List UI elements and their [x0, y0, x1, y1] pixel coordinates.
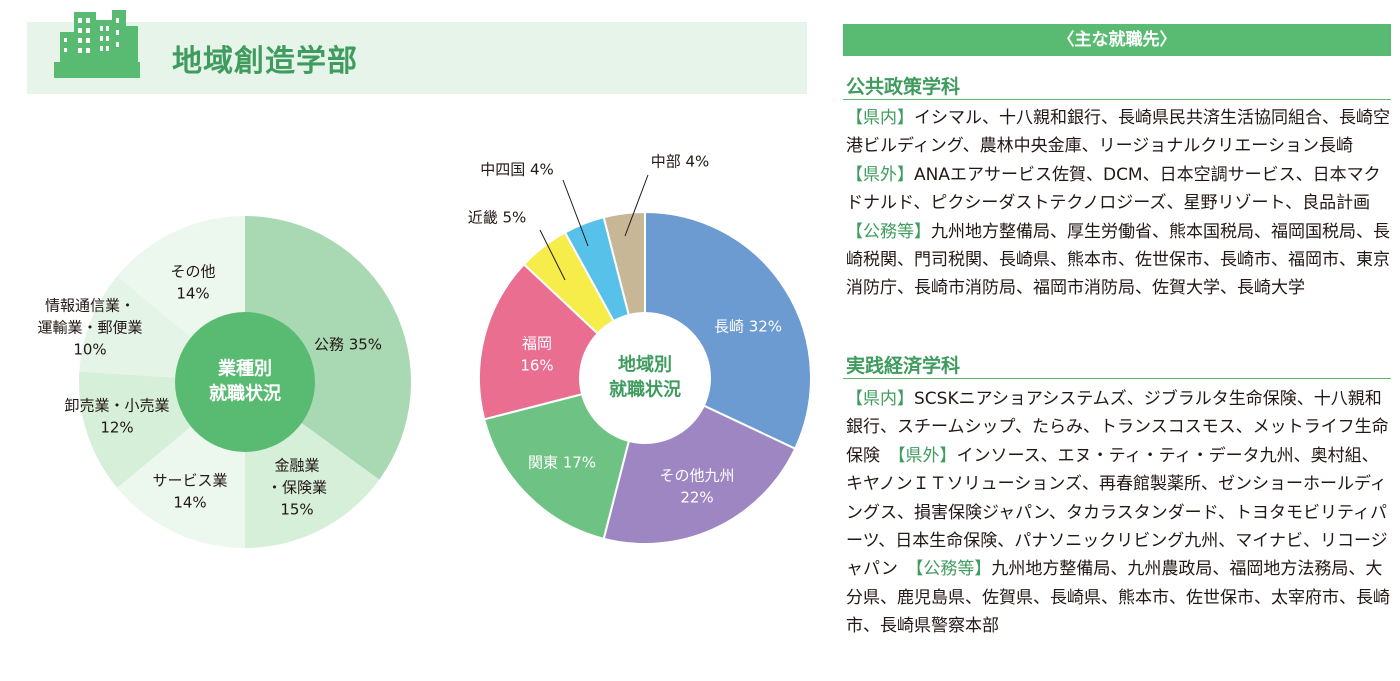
- department-title: 公共政策学科: [846, 76, 961, 98]
- region-tag: 【公務等】: [846, 221, 931, 242]
- employer-text: ANAエアサービス佐賀、DCM、日本空調サービス、日本マクドナルド、ピクシーダス…: [846, 164, 1381, 214]
- slice-label: 関東 17%: [528, 454, 596, 472]
- slice-label: 金融業: [274, 457, 319, 475]
- department-divider: [843, 378, 1391, 379]
- employer-list: 【県内】SCSKニアショアシステムズ、ジブラルタ生命保険、十八親和銀行、スチーム…: [846, 385, 1391, 641]
- slice-label: サービス業: [152, 472, 227, 490]
- slice-label: 情報通信業・: [45, 297, 135, 315]
- slice-label: 長崎 32%: [714, 318, 782, 336]
- slice-label: 中四国 4%: [480, 161, 554, 179]
- employers-heading: 〈主な就職先〉: [843, 24, 1391, 56]
- pie-center-label: 就職状況: [209, 383, 281, 405]
- employer-text: 九州地方整備局、厚生労働省、熊本国税局、福岡国税局、長崎税関、門司税関、長崎県、…: [846, 221, 1390, 299]
- region-tag: 【県内】: [846, 389, 914, 409]
- slice-label: その他九州: [659, 467, 734, 485]
- slice-label: 中部 4%: [651, 153, 710, 171]
- slice-label: 22%: [680, 489, 713, 507]
- pie-center-label: 業種別: [217, 358, 272, 380]
- department-divider: [843, 99, 1391, 100]
- buildings-icon: [54, 10, 140, 78]
- region-tag: 【公務等】: [914, 559, 992, 580]
- slice-label: 12%: [100, 419, 133, 437]
- slice-label: ・保険業: [267, 479, 327, 497]
- callout-line: [539, 229, 566, 281]
- slice-label: 運輸業・郵便業: [37, 319, 142, 337]
- title-bar: [27, 22, 807, 94]
- pie-center: [175, 312, 315, 452]
- page-title: 地域創造学部: [172, 44, 358, 79]
- slice-label: 14%: [176, 285, 209, 303]
- slice-label: 16%: [520, 357, 553, 375]
- region-tag: 【県外】: [846, 164, 914, 185]
- callout-line: [562, 179, 589, 247]
- slice-label: 10%: [73, 341, 106, 359]
- employer-text: SCSKニアショアシステムズ、ジブラルタ生命保険、十八親和銀行、スチームシップ、…: [846, 389, 1389, 466]
- slice-label: 卸売業・小売業: [64, 397, 169, 415]
- employer-list: 【県内】イシマル、十八親和銀行、長崎県民共済生活協同組合、長崎空港ビルディング、…: [846, 104, 1391, 303]
- slice-label: 14%: [173, 494, 206, 512]
- callout-line: [624, 174, 649, 237]
- slice-label: 福岡: [522, 335, 552, 353]
- slice-label: 近畿 5%: [468, 209, 527, 227]
- pie-center-label: 就職状況: [609, 379, 681, 401]
- employer-text: 九州地方整備局、九州農政局、福岡地方法務局、大分県、鹿児島県、佐賀県、長崎県、熊…: [846, 559, 1390, 637]
- slice-label: その他: [170, 263, 215, 281]
- employer-text: イシマル、十八親和銀行、長崎県民共済生活協同組合、長崎空港ビルディング、農林中央…: [846, 108, 1390, 157]
- pie-center-label: 地域別: [618, 354, 672, 376]
- slice-label: 公務 35%: [314, 336, 382, 354]
- pie-slice: [245, 216, 411, 480]
- region-tag: 【県内】: [846, 108, 914, 128]
- department-title: 実践経済学科: [846, 355, 961, 377]
- slice-label: 15%: [280, 501, 313, 519]
- pie-center: [579, 312, 711, 444]
- region-tag: 【県外】: [897, 445, 957, 466]
- employer-text: インソース、エヌ・ティ・ティ・データ九州、奥村組、キヤノンＩＴソリューションズ、…: [846, 445, 1388, 580]
